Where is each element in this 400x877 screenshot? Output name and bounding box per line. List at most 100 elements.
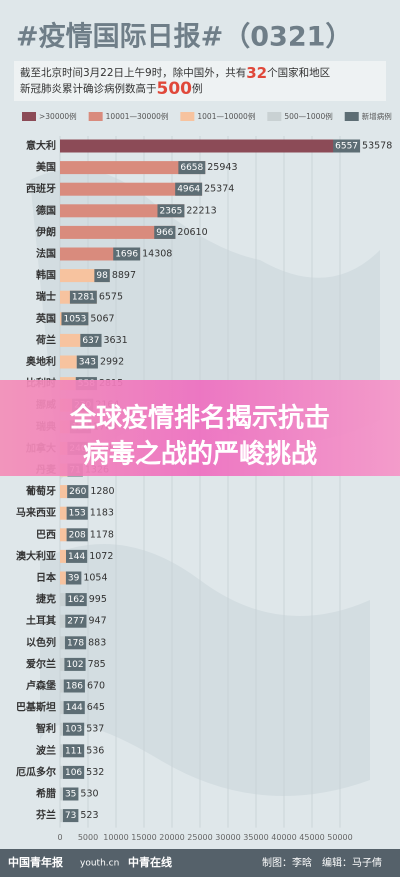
new-case-box (62, 809, 79, 823)
total-value: 5067 (90, 313, 114, 324)
category-label: 波兰 (36, 744, 56, 757)
bar (60, 679, 64, 693)
bar (60, 355, 77, 369)
new-case-box (80, 333, 102, 347)
total-value: 1183 (90, 508, 114, 519)
bar (60, 528, 67, 542)
legend-swatch (180, 112, 195, 121)
total-value: 883 (88, 637, 106, 648)
new-case-value: 144 (66, 703, 83, 713)
category-label: 荷兰 (35, 333, 56, 346)
bar (60, 614, 66, 628)
new-case-box (178, 161, 206, 175)
new-case-value: 162 (68, 595, 85, 605)
new-case-label: 35 (62, 787, 79, 801)
x-tick-label: 25000 (187, 833, 212, 842)
legend-swatch (88, 112, 103, 121)
x-tick-label: 10000 (103, 833, 128, 842)
category-label: 巴西 (36, 529, 56, 541)
new-case-value: 73 (65, 811, 76, 821)
total-value: 537 (86, 724, 104, 735)
new-case-value: 103 (65, 725, 82, 735)
category-label: 卢森堡 (26, 679, 56, 692)
new-case-box (94, 269, 110, 283)
total-value: 530 (80, 789, 98, 800)
category-label: 巴基斯坦 (16, 701, 56, 714)
legend-label: 10001—30000例 (106, 111, 169, 121)
bar (60, 139, 361, 153)
total-value: 995 (89, 594, 107, 605)
x-tick-label: 35000 (243, 833, 268, 842)
bar (60, 593, 66, 607)
new-case-value: 144 (68, 552, 85, 562)
new-case-label: 2365 (157, 204, 185, 218)
new-case-value: 1281 (72, 293, 95, 303)
new-case-value: 2365 (159, 206, 182, 216)
x-tick-label: 15000 (131, 833, 156, 842)
total-value: 532 (86, 767, 104, 778)
bar (60, 701, 64, 715)
total-value: 6575 (99, 292, 123, 303)
credit: 编辑：马子倩 (322, 856, 382, 869)
bar (60, 225, 176, 239)
total-value: 536 (86, 745, 104, 756)
credit: 制图：李晗 (262, 856, 312, 869)
bar (60, 485, 68, 499)
x-tick-label: 40000 (271, 833, 296, 842)
x-tick-label: 20000 (159, 833, 184, 842)
new-case-value: 111 (65, 746, 82, 756)
bar (60, 765, 63, 779)
bar (60, 506, 67, 520)
category-label: 智利 (36, 722, 56, 735)
category-label: 美国 (36, 161, 56, 174)
new-case-value: 106 (65, 768, 82, 778)
category-label: 厄瓜多尔 (16, 765, 56, 778)
footer (0, 849, 400, 877)
new-case-label: 208 (66, 528, 88, 542)
bar (60, 333, 81, 347)
new-case-label: 637 (80, 333, 102, 347)
new-case-value: 102 (66, 660, 83, 670)
new-case-label: 178 (64, 636, 87, 650)
new-case-value: 260 (69, 487, 86, 497)
new-case-label: 4964 (175, 182, 203, 196)
bar (60, 182, 203, 196)
logo: 中国青年报 (8, 855, 64, 869)
category-label: 瑞士 (36, 290, 56, 303)
total-value: 670 (87, 681, 105, 692)
x-tick-label: 5000 (78, 833, 98, 842)
category-label: 意大利 (26, 139, 56, 152)
bar (60, 204, 185, 218)
new-case-label: 162 (65, 593, 87, 607)
legend-label: 500—1000例 (284, 111, 332, 121)
total-value: 947 (88, 616, 106, 627)
new-case-label: 153 (66, 506, 88, 520)
new-case-value: 6658 (180, 163, 203, 173)
new-case-box (76, 355, 98, 369)
new-case-label: 1696 (113, 247, 141, 261)
total-value: 8897 (112, 270, 136, 281)
bar (60, 549, 67, 563)
new-case-label: 260 (67, 485, 89, 499)
banner-text: 病毒之战的严峻挑战 (83, 439, 317, 470)
total-value: 523 (80, 810, 98, 821)
new-case-box (62, 787, 79, 801)
bar (60, 722, 64, 736)
category-label: 以色列 (26, 636, 56, 649)
subtitle: 截至北京时间3月22日上午9时，除中国外，共有32个国家和地区 (20, 64, 330, 82)
x-tick-label: 30000 (215, 833, 240, 842)
logo: youth.cn (80, 859, 119, 869)
category-label: 英国 (35, 312, 56, 325)
new-case-value: 637 (82, 336, 99, 346)
total-value: 53578 (362, 141, 392, 152)
total-value: 1072 (89, 551, 113, 562)
new-case-value: 39 (68, 574, 80, 584)
new-case-box (65, 571, 82, 585)
x-tick-label: 50000 (327, 833, 352, 842)
category-label: 土耳其 (26, 614, 56, 627)
total-value: 14308 (142, 249, 172, 260)
new-case-box (65, 593, 87, 607)
new-case-box (64, 636, 87, 650)
new-case-value: 98 (96, 271, 108, 281)
new-case-box (63, 722, 85, 736)
